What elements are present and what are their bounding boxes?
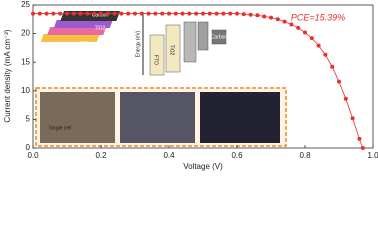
data-point bbox=[180, 11, 185, 16]
data-point bbox=[194, 11, 199, 16]
data-point bbox=[282, 19, 287, 24]
data-point bbox=[139, 11, 144, 16]
data-point bbox=[58, 11, 63, 16]
data-point bbox=[201, 11, 205, 16]
y-axis-label: Current density (mA cm⁻²) bbox=[3, 29, 12, 122]
data-point bbox=[360, 146, 365, 150]
x-axis-label: Voltage (V) bbox=[183, 162, 223, 171]
data-point bbox=[357, 136, 362, 141]
x-tick-label: 0.4 bbox=[163, 151, 175, 160]
data-point bbox=[31, 11, 35, 16]
data-point bbox=[241, 12, 246, 17]
x-tick-label: 1.0 bbox=[367, 151, 378, 160]
data-point bbox=[167, 11, 171, 16]
data-point bbox=[255, 13, 260, 18]
inset-label: TiO2 bbox=[169, 45, 175, 56]
data-point bbox=[269, 15, 273, 20]
inset-label: Energy (eV) bbox=[135, 30, 141, 57]
x-tick-label: 0.0 bbox=[27, 151, 39, 160]
x-tick-label: 0.2 bbox=[95, 151, 107, 160]
data-point bbox=[37, 11, 42, 16]
data-point bbox=[187, 11, 192, 16]
data-point bbox=[126, 11, 131, 16]
plot-frame bbox=[32, 4, 374, 149]
data-point bbox=[78, 11, 83, 16]
data-point bbox=[160, 11, 165, 16]
inset-label: FTO bbox=[79, 41, 89, 47]
data-point bbox=[112, 11, 117, 16]
y-tick-label: 15 bbox=[21, 57, 30, 66]
data-point bbox=[235, 11, 239, 16]
data-point bbox=[221, 11, 226, 16]
inset-diagram bbox=[35, 11, 287, 147]
data-point bbox=[65, 11, 69, 16]
y-tick-label: 5 bbox=[26, 115, 31, 124]
data-point bbox=[262, 14, 267, 19]
data-point bbox=[296, 25, 301, 30]
data-point bbox=[71, 11, 76, 16]
data-point bbox=[337, 79, 341, 84]
data-point bbox=[173, 11, 178, 16]
data-point bbox=[44, 11, 49, 16]
chart: Current density (mA cm⁻²) Voltage (V) PC… bbox=[3, 0, 378, 171]
data-point bbox=[99, 11, 103, 16]
data-point bbox=[133, 11, 137, 16]
data-point bbox=[289, 22, 294, 27]
data-point bbox=[228, 11, 233, 16]
data-point bbox=[153, 11, 158, 16]
data-point bbox=[330, 64, 335, 69]
y-tick-label: 0 bbox=[26, 143, 31, 152]
inset-label: Carbon bbox=[211, 34, 228, 40]
y-tick-label: 25 bbox=[21, 0, 30, 9]
data-point bbox=[343, 96, 348, 101]
data-point bbox=[146, 11, 151, 16]
data-point bbox=[105, 11, 110, 16]
data-point bbox=[119, 11, 124, 16]
data-point bbox=[51, 11, 56, 16]
data-point bbox=[214, 11, 219, 16]
inset-label: FTO bbox=[153, 55, 159, 65]
y-tick-label: 10 bbox=[21, 86, 30, 95]
x-tick-label: 0.8 bbox=[299, 151, 311, 160]
data-point bbox=[316, 43, 321, 48]
data-point bbox=[350, 116, 355, 121]
data-point bbox=[85, 11, 90, 16]
inset-label: TiO2 bbox=[95, 25, 106, 31]
data-point bbox=[248, 12, 253, 17]
y-tick-label: 20 bbox=[21, 29, 30, 38]
data-point bbox=[207, 11, 212, 16]
inset-label: Single cell bbox=[49, 125, 72, 131]
annotation: PCE=15.39% bbox=[291, 12, 345, 22]
data-point bbox=[323, 52, 328, 57]
data-point bbox=[303, 30, 307, 35]
data-point bbox=[309, 36, 314, 41]
x-tick-label: 0.6 bbox=[231, 151, 243, 160]
data-point bbox=[92, 11, 97, 16]
data-point bbox=[275, 17, 280, 22]
